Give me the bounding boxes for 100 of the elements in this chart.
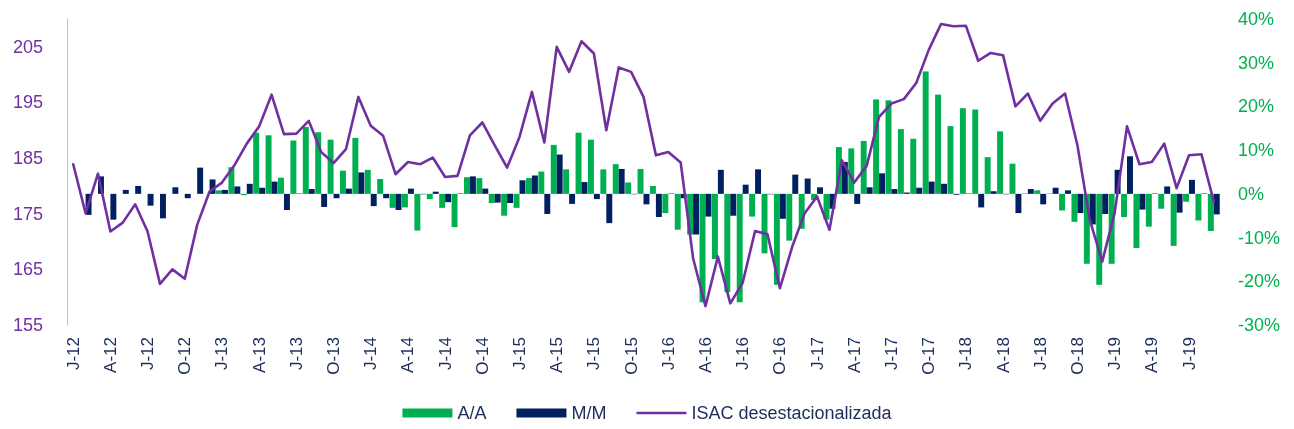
x-tick-label: J-16 <box>658 337 678 371</box>
bar <box>538 171 545 194</box>
bar <box>327 139 334 194</box>
y-tick-label: 205 <box>12 36 43 57</box>
bar <box>494 193 501 203</box>
bar <box>873 99 880 194</box>
x-tick-label: J-12 <box>138 337 158 371</box>
bar <box>941 183 947 194</box>
bar <box>414 193 421 231</box>
x-tick-label: J-14 <box>361 337 381 371</box>
bar <box>1009 163 1016 194</box>
bar <box>1170 193 1177 246</box>
y2-tick-label: -10% <box>1238 227 1281 248</box>
bar <box>1195 193 1202 221</box>
bar <box>705 193 712 217</box>
x-tick-label: J-15 <box>584 337 604 371</box>
x-tick-label: J-17 <box>807 337 827 371</box>
bar <box>854 193 861 204</box>
bar <box>897 129 904 194</box>
bar <box>1176 193 1183 213</box>
bar <box>377 178 384 194</box>
bar <box>779 193 786 219</box>
x-tick-label: J-13 <box>286 337 306 371</box>
x-tick-label: J-16 <box>733 337 753 371</box>
bar <box>1127 156 1133 194</box>
x-tick-label: O-15 <box>621 337 641 375</box>
bar <box>221 189 228 194</box>
x-tick-label: O-17 <box>919 337 939 375</box>
x-tick-label: J-18 <box>956 337 976 371</box>
y2-tick-label: -20% <box>1238 271 1281 292</box>
y-tick-label: 195 <box>12 92 43 113</box>
bar <box>959 108 966 194</box>
bar <box>1052 187 1059 194</box>
bar <box>1059 193 1066 211</box>
bar <box>426 193 433 200</box>
bar <box>1189 179 1195 194</box>
bar <box>563 169 570 194</box>
bar <box>482 188 489 194</box>
bar <box>693 193 700 235</box>
bar <box>935 94 942 194</box>
bar <box>655 193 662 218</box>
bar <box>184 193 191 199</box>
x-tick-label: A-19 <box>1142 337 1162 373</box>
bar <box>147 193 154 206</box>
bar <box>1183 193 1190 202</box>
bar <box>649 185 656 194</box>
x-tick-label: J-19 <box>1179 337 1199 371</box>
x-tick-label: O-18 <box>1067 337 1087 375</box>
x-tick-label: A-14 <box>398 337 418 373</box>
bar <box>525 178 532 194</box>
bar <box>792 174 799 194</box>
bar <box>575 132 582 194</box>
bar <box>110 193 117 220</box>
bar <box>513 193 520 208</box>
x-tick-label: O-13 <box>324 337 344 375</box>
bar <box>891 189 898 194</box>
bar <box>786 193 793 241</box>
legend-label: A/A <box>457 403 487 423</box>
bar <box>1065 190 1071 194</box>
bar <box>364 169 371 194</box>
x-tick-label: A-18 <box>993 337 1013 373</box>
bar <box>749 193 756 217</box>
bar <box>1213 193 1220 215</box>
bar <box>910 138 917 194</box>
bar <box>370 193 377 207</box>
bar <box>990 191 997 194</box>
bar <box>556 154 563 194</box>
x-tick-label: J-19 <box>1105 337 1125 371</box>
bar <box>278 177 284 194</box>
bar <box>321 193 328 207</box>
bar <box>333 193 340 199</box>
bar <box>817 187 824 194</box>
bar <box>916 187 923 194</box>
bar <box>352 137 359 194</box>
bar <box>476 178 483 194</box>
bar <box>451 193 458 228</box>
bar <box>612 164 619 194</box>
bar <box>358 172 365 194</box>
x-tick-label: J-18 <box>1030 337 1050 371</box>
bar <box>1071 193 1078 222</box>
legend-label: M/M <box>571 403 607 423</box>
x-tick-label: A-16 <box>695 337 715 373</box>
bar <box>383 193 390 199</box>
bar <box>1145 193 1152 227</box>
bar <box>922 71 929 194</box>
bar <box>879 173 886 194</box>
y-tick-label: 165 <box>12 259 43 280</box>
bar <box>928 181 935 194</box>
x-tick-label: O-12 <box>175 337 195 375</box>
bar <box>997 131 1004 194</box>
bar <box>569 193 576 204</box>
bar <box>593 193 600 200</box>
bar <box>674 193 681 230</box>
bar <box>259 187 266 194</box>
bar <box>947 126 954 194</box>
x-tick-label: A-12 <box>100 337 120 373</box>
bar <box>662 193 669 214</box>
x-tick-label: A-17 <box>844 337 864 373</box>
bar <box>439 193 446 208</box>
bar <box>1133 193 1140 249</box>
